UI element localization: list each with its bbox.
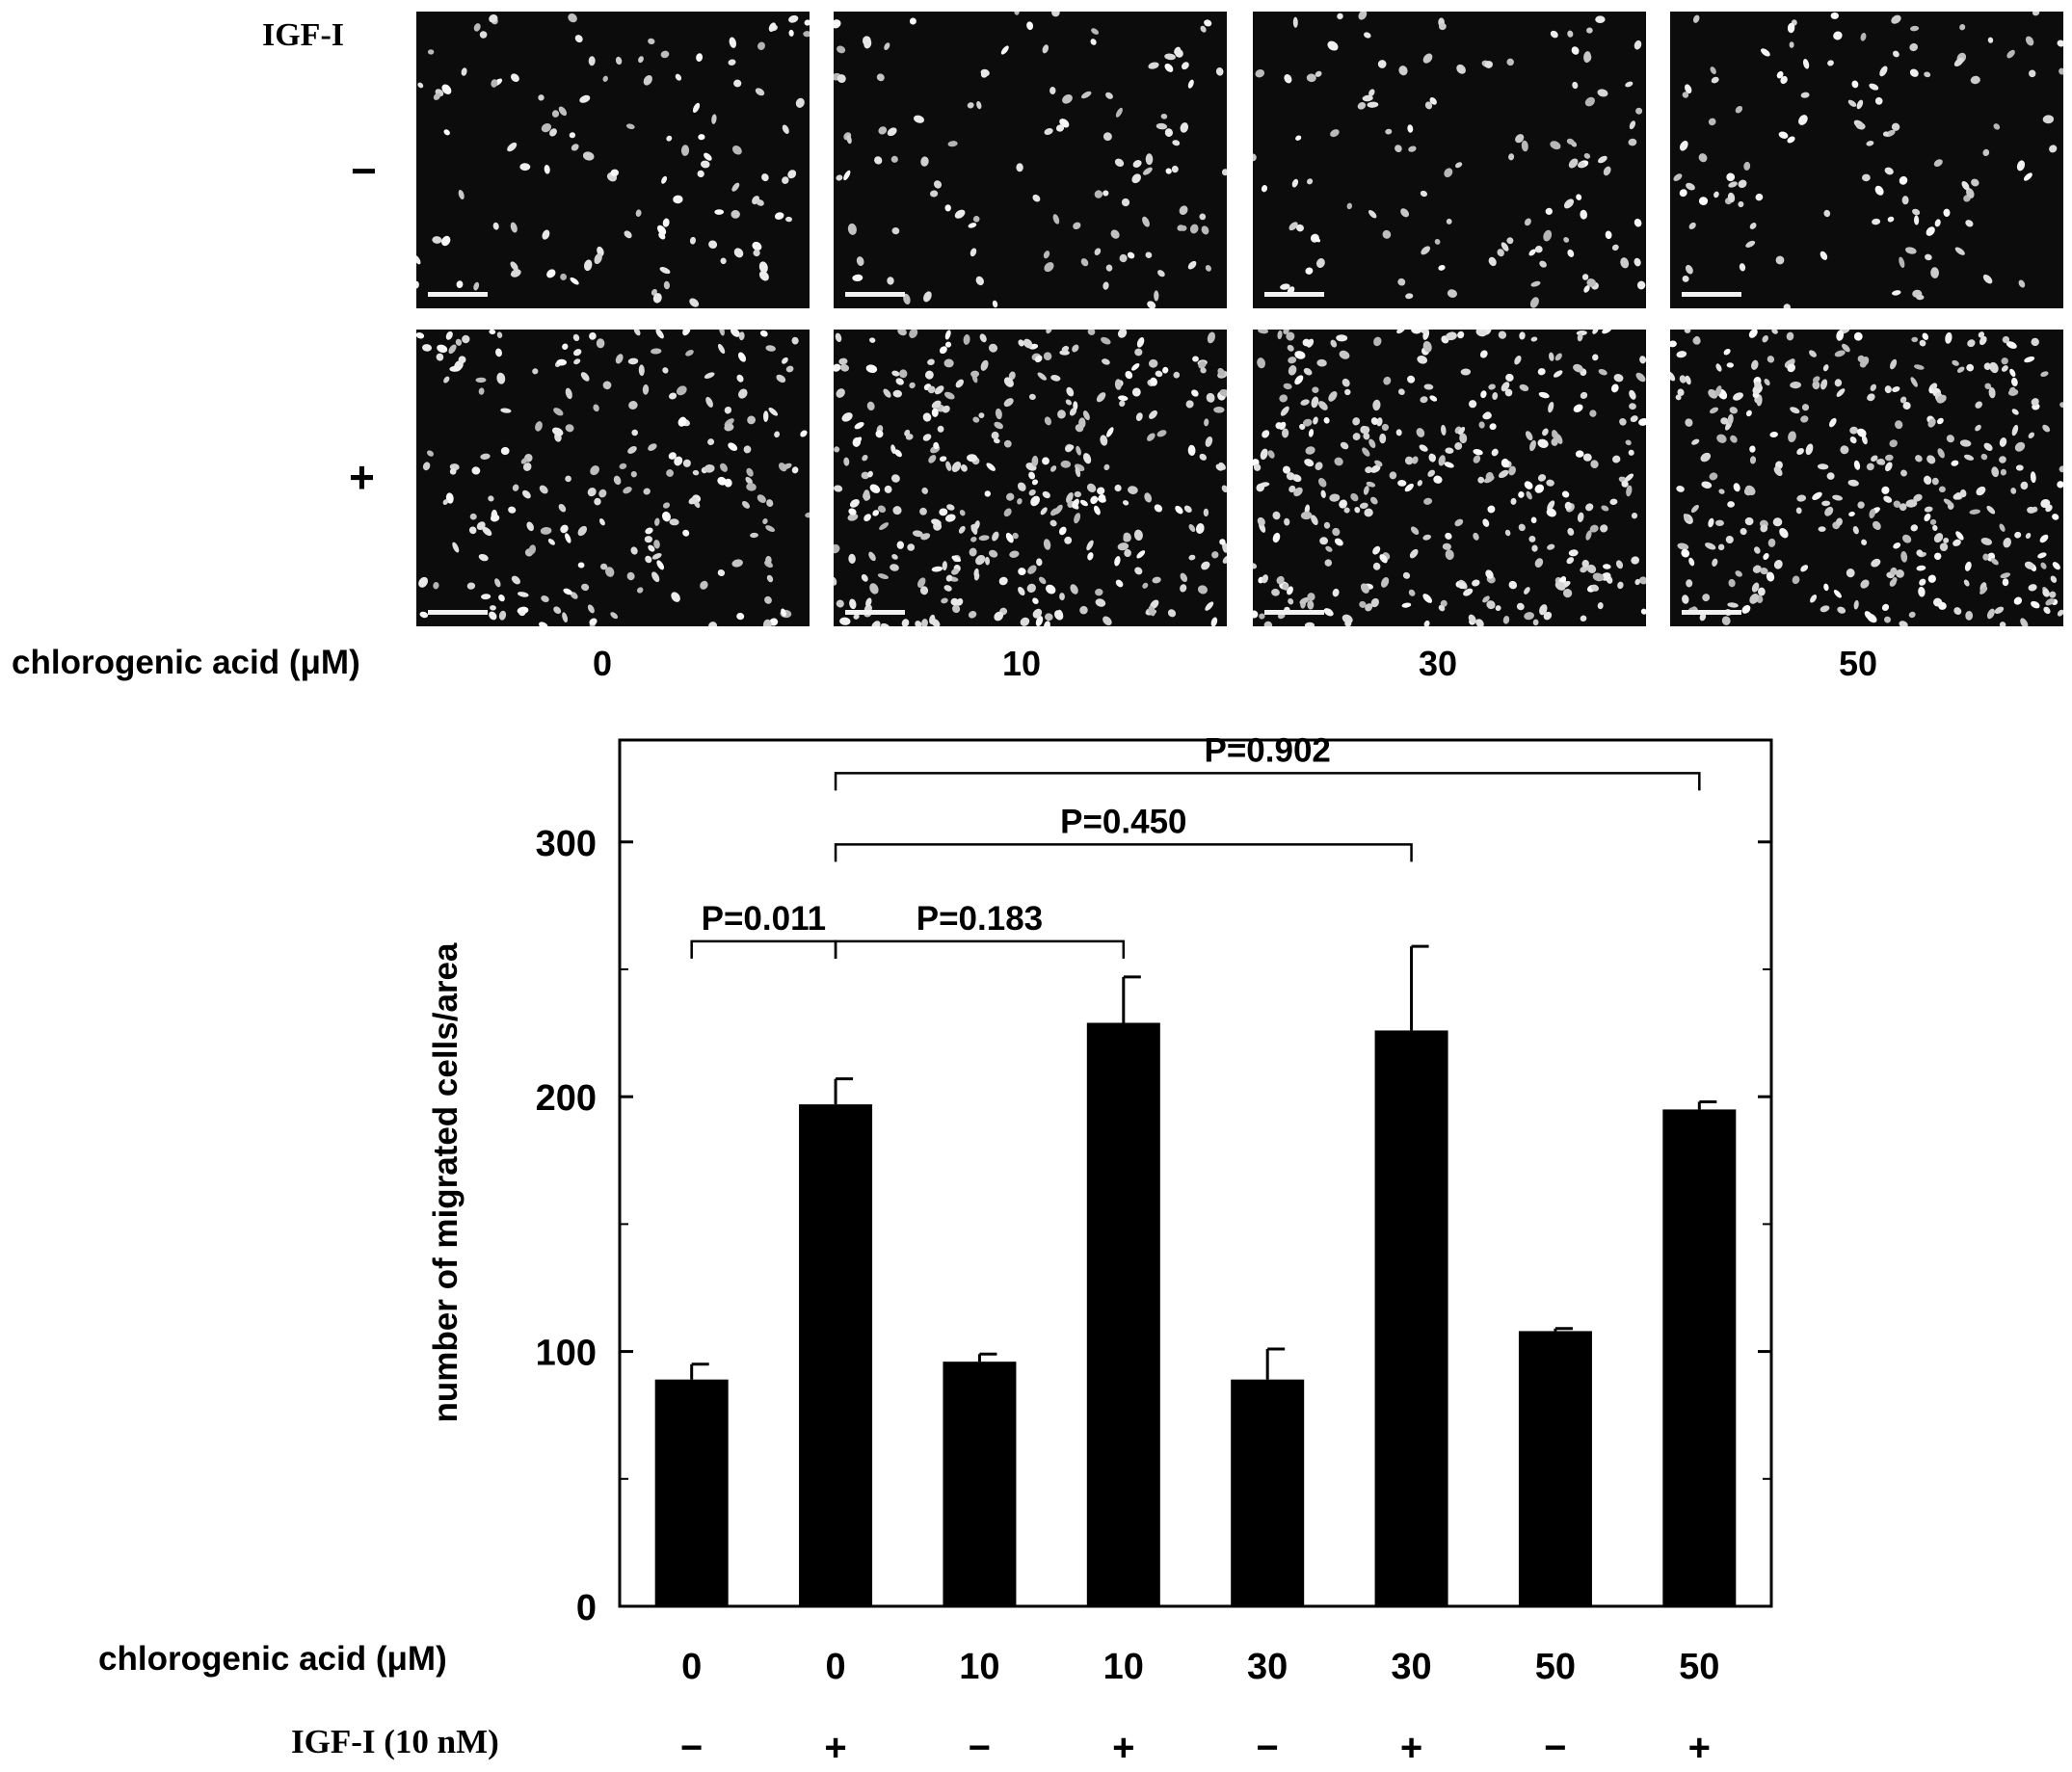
micrograph-minus-30	[1253, 12, 1646, 308]
x-tick-label-igf: +	[824, 1727, 846, 1769]
micrograph-plus-50	[1670, 330, 2063, 626]
x-tick-label-igf: +	[1688, 1727, 1711, 1769]
bar	[1231, 1379, 1305, 1606]
plot-frame	[618, 738, 1773, 1608]
scale-bar	[1264, 610, 1324, 615]
bar	[1374, 1030, 1448, 1606]
micrograph-minus-10	[834, 12, 1227, 308]
x-tick-label-igf: −	[1257, 1727, 1279, 1769]
micrograph-minus-0	[416, 12, 810, 308]
x-tick-label-conc: 50	[1535, 1647, 1576, 1687]
micrograph-plus-30	[1253, 330, 1646, 626]
comparison-bracket	[690, 939, 837, 959]
x-tick-label-igf: +	[1112, 1727, 1134, 1769]
x-tick-label-conc: 0	[681, 1647, 702, 1687]
x-tick-label-conc: 30	[1247, 1647, 1288, 1687]
bar	[799, 1104, 873, 1606]
x-tick-label-igf: −	[969, 1727, 991, 1769]
row-label-minus: −	[351, 145, 377, 196]
conc-axis-label: chlorogenic acid (μM)	[12, 644, 360, 681]
bar	[1086, 1022, 1160, 1606]
scale-bar	[845, 610, 905, 615]
x-tick-label-conc: 10	[1103, 1647, 1144, 1687]
bar	[654, 1379, 729, 1606]
scale-bar	[1682, 292, 1741, 297]
p-value-label: P=0.450	[1060, 803, 1186, 840]
x-tick-label-conc: 10	[959, 1647, 999, 1687]
conc-col-10: 10	[1002, 644, 1042, 683]
scale-bar	[1682, 610, 1741, 615]
comparison-bracket	[834, 843, 1413, 862]
x-tick-label-igf: −	[680, 1727, 703, 1769]
comparison-bracket	[834, 772, 1701, 791]
micrograph-plus-0	[416, 330, 810, 626]
x-tick-label-conc: 0	[825, 1647, 845, 1687]
y-tick-label: 300	[536, 824, 597, 864]
comparison-bracket	[834, 939, 1126, 959]
y-axis-label: number of migrated cells/area	[427, 942, 465, 1422]
bar	[1662, 1109, 1737, 1606]
p-value-label: P=0.902	[1205, 731, 1331, 769]
micrograph-minus-50	[1670, 12, 2063, 308]
x-axis-conc-label: chlorogenic acid (μM)	[98, 1640, 447, 1678]
scale-bar	[428, 610, 488, 615]
bar	[943, 1362, 1017, 1606]
row-label-plus: +	[349, 452, 375, 502]
x-tick-label-igf: +	[1400, 1727, 1422, 1769]
x-tick-label-conc: 50	[1679, 1647, 1719, 1687]
p-value-label: P=0.183	[916, 900, 1043, 938]
x-axis-igf-label: IGF-I (10 nM)	[291, 1723, 499, 1760]
y-tick-label: 0	[576, 1588, 597, 1628]
scale-bar	[845, 292, 905, 297]
igf-label: IGF-I	[262, 17, 344, 53]
x-tick-label-igf: −	[1544, 1727, 1566, 1769]
micrograph-plus-10	[834, 330, 1227, 626]
scale-bar	[1264, 292, 1324, 297]
y-tick-label: 100	[536, 1334, 597, 1374]
bar	[1518, 1331, 1592, 1606]
conc-col-30: 30	[1419, 644, 1458, 683]
x-tick-label-conc: 30	[1391, 1647, 1431, 1687]
p-value-label: P=0.011	[702, 900, 826, 938]
conc-col-50: 50	[1839, 644, 1878, 683]
conc-col-0: 0	[593, 644, 613, 683]
scale-bar	[428, 292, 488, 297]
y-tick-label: 200	[536, 1078, 597, 1119]
